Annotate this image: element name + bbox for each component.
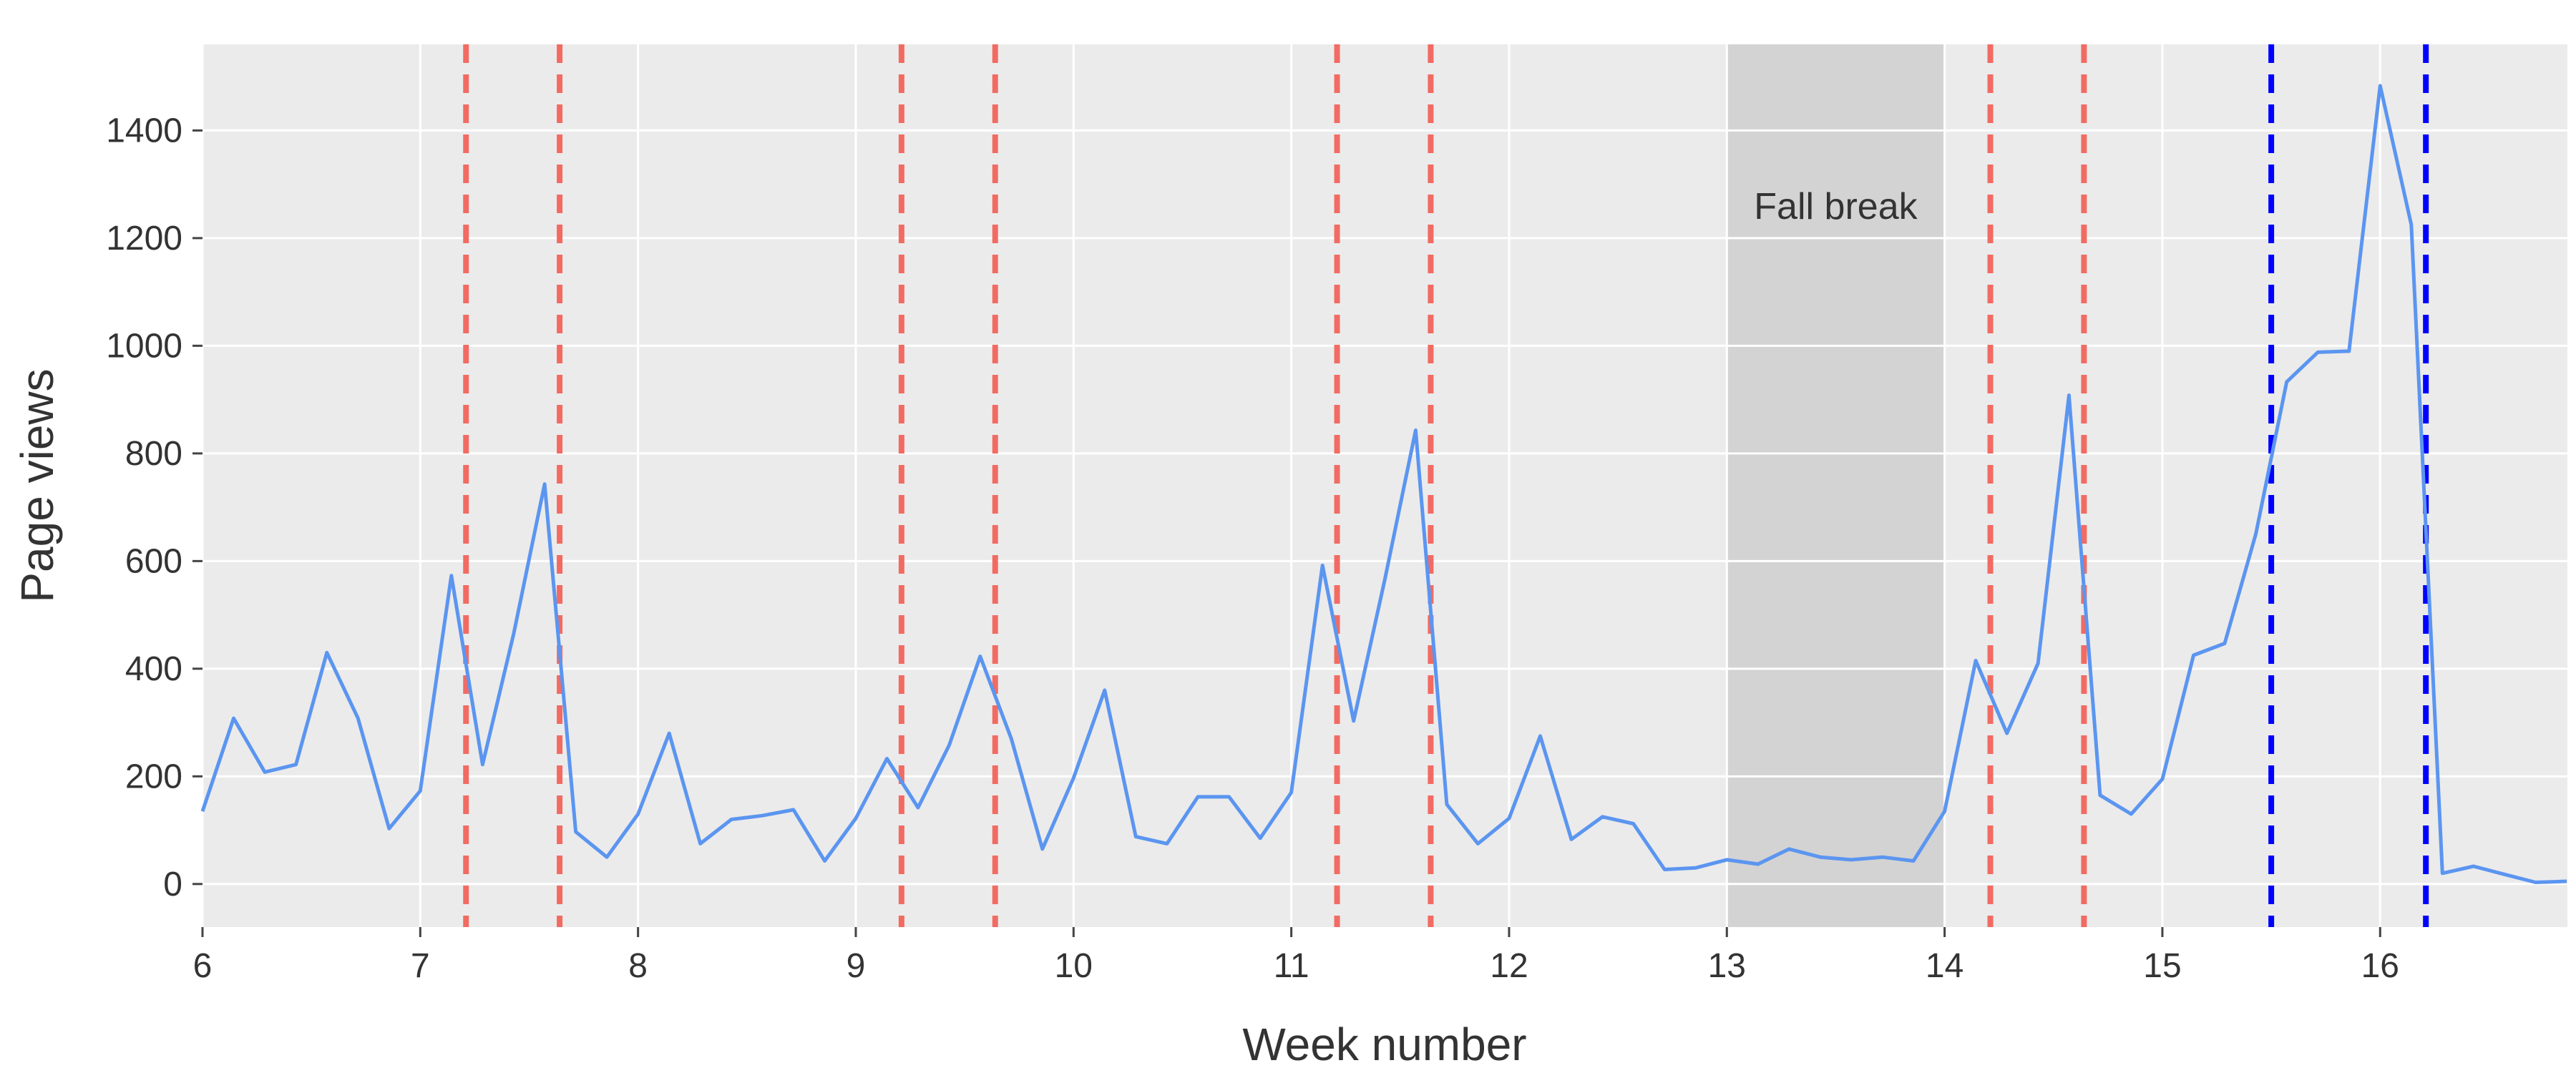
shaded-region-label-0: Fall break — [1754, 186, 1918, 227]
y-tick-label: 800 — [125, 435, 182, 473]
y-axis-title: Page views — [11, 368, 63, 602]
x-axis-title: Week number — [1242, 1019, 1526, 1070]
x-tick-label: 10 — [1055, 947, 1093, 985]
x-tick-label: 8 — [628, 947, 648, 985]
x-tick-label: 6 — [193, 947, 213, 985]
x-tick-label: 13 — [1708, 947, 1746, 985]
y-tick-label: 400 — [125, 650, 182, 688]
x-tick-label: 15 — [2143, 947, 2181, 985]
y-tick-label: 200 — [125, 758, 182, 795]
plot-background — [203, 44, 2567, 927]
x-tick-label: 16 — [2361, 947, 2399, 985]
series-line-0 — [200, 84, 2567, 884]
x-tick-label: 11 — [1274, 947, 1309, 985]
x-tick-label: 14 — [1926, 947, 1963, 985]
x-tick-label: 7 — [411, 947, 430, 985]
y-tick-label: 1200 — [106, 220, 182, 258]
y-tick-label: 600 — [125, 542, 182, 580]
y-tick-label: 1000 — [106, 327, 182, 365]
y-tick-label: 0 — [163, 866, 182, 903]
y-tick-label: 1400 — [106, 112, 182, 150]
x-tick-label: 9 — [847, 947, 866, 985]
shaded-region-0 — [1727, 44, 1945, 927]
x-tick-label: 12 — [1490, 947, 1528, 985]
